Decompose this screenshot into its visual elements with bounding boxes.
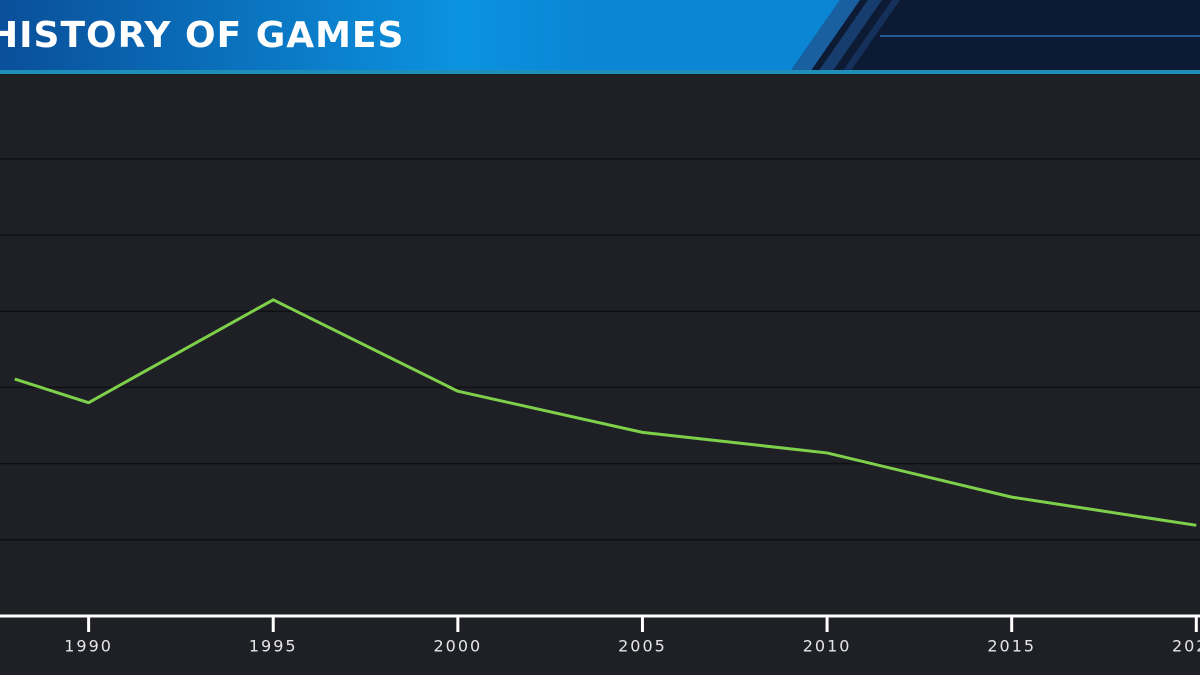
header-border <box>0 70 1200 74</box>
plot-area: 1990 1995 2000 2005 2010 2015 2020 <box>0 158 1200 656</box>
line-series <box>14 298 1197 527</box>
x-tick-label: 1995 <box>249 637 298 656</box>
x-tick-label: 2000 <box>433 637 482 656</box>
header-band <box>0 0 840 72</box>
x-tick-label: 2020 <box>1172 637 1200 656</box>
header-stripe <box>790 0 860 72</box>
x-tick-label: 1990 <box>64 637 113 656</box>
chart-title: HISTORY OF GAMES <box>0 15 404 56</box>
x-tick-label: 2010 <box>803 637 852 656</box>
header-stripe <box>842 0 900 72</box>
x-tick-label: 2005 <box>618 637 667 656</box>
header-stripe <box>818 0 882 72</box>
x-tick-label: 2015 <box>987 637 1036 656</box>
